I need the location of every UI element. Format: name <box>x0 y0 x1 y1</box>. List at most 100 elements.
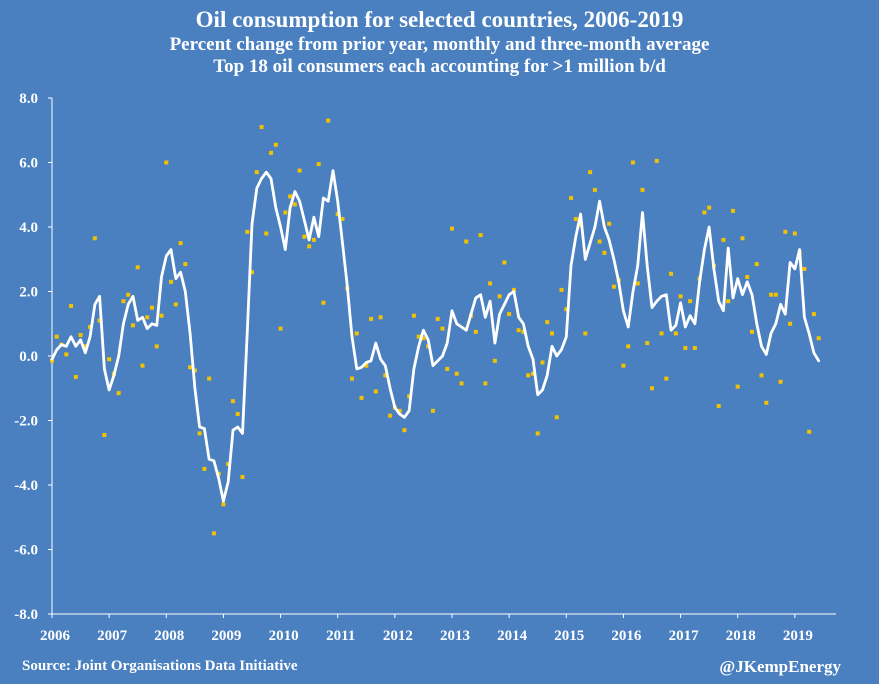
y-tick-label: 4.0 <box>19 220 38 236</box>
monthly-point <box>626 344 631 349</box>
monthly-point <box>702 210 707 215</box>
monthly-point <box>602 250 607 255</box>
x-tick-label: 2010 <box>269 628 299 644</box>
x-tick-label: 2008 <box>154 628 184 644</box>
monthly-point <box>607 221 612 226</box>
average-line-group <box>50 169 821 503</box>
monthly-point <box>588 170 593 175</box>
chart-title: Oil consumption for selected countries, … <box>195 7 684 32</box>
monthly-point <box>716 403 721 408</box>
monthly-point <box>754 262 759 267</box>
monthly-point <box>78 333 83 338</box>
y-tick-label: 8.0 <box>19 91 38 107</box>
monthly-point <box>50 358 54 363</box>
monthly-point <box>545 320 550 325</box>
monthly-point <box>511 287 516 292</box>
monthly-point <box>640 187 645 192</box>
monthly-point <box>416 334 421 339</box>
monthly-point <box>359 395 364 400</box>
monthly-point <box>521 329 526 334</box>
monthly-point <box>130 323 135 328</box>
monthly-point <box>107 357 112 362</box>
monthly-point <box>192 368 197 373</box>
monthly-point <box>445 366 450 371</box>
monthly-point <box>116 391 121 396</box>
monthly-point <box>69 304 74 309</box>
monthly-point <box>102 433 107 438</box>
monthly-point <box>669 271 674 276</box>
monthly-point <box>769 292 774 297</box>
monthly-point <box>564 307 569 312</box>
monthly-point <box>807 429 812 434</box>
monthly-point <box>164 160 169 165</box>
monthly-point <box>664 376 669 381</box>
monthly-point <box>292 202 297 207</box>
monthly-point <box>692 345 697 350</box>
monthly-point <box>183 262 188 267</box>
monthly-point <box>483 381 488 386</box>
monthly-point <box>440 326 445 331</box>
monthly-point <box>507 312 512 317</box>
monthly-point <box>569 195 574 200</box>
monthly-point <box>364 363 369 368</box>
monthly-point <box>230 399 235 404</box>
x-tick-label: 2014 <box>497 628 528 644</box>
monthly-point <box>188 365 193 370</box>
y-tick-label: 0.0 <box>19 349 38 365</box>
monthly-point <box>635 281 640 286</box>
monthly-point <box>83 344 88 349</box>
monthly-point <box>745 274 750 279</box>
monthly-point <box>207 376 212 381</box>
x-tick-label: 2009 <box>211 628 241 644</box>
monthly-point <box>611 284 616 289</box>
y-tick-label: 6.0 <box>19 156 38 172</box>
average-line <box>50 169 821 503</box>
monthly-point <box>573 216 578 221</box>
x-tick-label: 2007 <box>97 628 128 644</box>
monthly-point <box>269 150 274 155</box>
monthly-point <box>373 389 378 394</box>
monthly-point <box>630 160 635 165</box>
monthly-point <box>149 305 154 310</box>
monthly-point <box>726 299 731 304</box>
monthly-point <box>245 229 250 234</box>
monthly-point <box>154 344 159 349</box>
monthly-point <box>288 194 293 199</box>
monthly-point <box>802 266 807 271</box>
monthly-point <box>354 331 359 336</box>
monthly-point <box>340 216 345 221</box>
y-tick-label: -4.0 <box>14 478 38 494</box>
monthly-point <box>178 241 183 246</box>
x-tick-label: 2006 <box>40 628 71 644</box>
monthly-point <box>197 431 202 436</box>
chart-subtitle-2: Top 18 oil consumers each accounting for… <box>213 56 666 77</box>
monthly-point <box>254 170 259 175</box>
monthly-point <box>88 324 93 329</box>
monthly-point <box>297 168 302 173</box>
monthly-point <box>535 431 540 436</box>
x-tick-label: 2016 <box>611 628 642 644</box>
monthly-point <box>388 413 393 418</box>
author-credit: @JKempEnergy <box>719 657 841 676</box>
monthly-point <box>378 315 383 320</box>
monthly-point <box>321 300 326 305</box>
monthly-point <box>592 187 597 192</box>
monthly-point <box>778 379 783 384</box>
monthly-point <box>326 118 331 123</box>
monthly-point <box>459 381 464 386</box>
monthly-point <box>707 205 712 210</box>
monthly-point <box>530 371 535 376</box>
y-tick-label: -6.0 <box>14 543 38 559</box>
monthly-point <box>211 531 216 536</box>
monthly-point <box>773 292 778 297</box>
monthly-point <box>221 502 226 507</box>
monthly-point <box>397 408 402 413</box>
x-tick-label: 2015 <box>554 628 584 644</box>
x-tick-label: 2013 <box>440 628 470 644</box>
monthly-point <box>159 313 164 318</box>
monthly-point <box>597 239 602 244</box>
monthly-point <box>654 158 659 163</box>
monthly-point <box>678 294 683 299</box>
